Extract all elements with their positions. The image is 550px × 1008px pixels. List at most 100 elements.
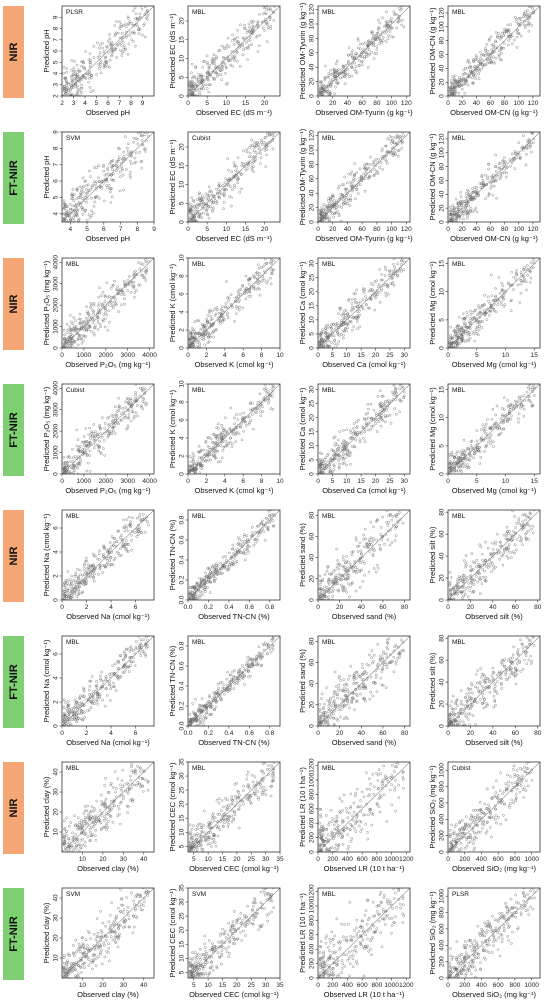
scatter-point [321, 96, 323, 98]
scatter-point [70, 342, 73, 346]
scatter-point [461, 73, 465, 76]
scatter-point [88, 442, 92, 445]
scatter-point [469, 313, 473, 316]
scatter-point [375, 48, 379, 51]
scatter-point [195, 209, 199, 213]
scatter-point [127, 142, 130, 146]
scatter-point [319, 222, 321, 224]
x-tick-label: 3000 [120, 478, 135, 485]
scatter-point [487, 299, 490, 303]
scatter-point [256, 50, 260, 53]
scatter-point [85, 305, 88, 308]
y-tick-label: 20 [309, 288, 316, 296]
scatter-point [346, 326, 350, 330]
scatter-point [73, 329, 76, 333]
y-tick-label: 6 [53, 49, 60, 53]
scatter-point [338, 334, 341, 337]
y-tick-label: 2 [179, 328, 186, 332]
scatter-point [263, 28, 266, 32]
scatter-point [221, 427, 225, 430]
scatter-point [227, 58, 231, 61]
scatter-point [191, 336, 194, 339]
plot-frame [317, 131, 411, 223]
scatter-point [189, 460, 193, 464]
scatter-point [390, 17, 393, 20]
scatter-point [324, 341, 327, 344]
scatter-point [367, 166, 371, 170]
scatter-point [211, 208, 215, 212]
row-label-text: FT-NIR [8, 664, 20, 699]
scatter-point [482, 308, 486, 312]
scatter-point [90, 184, 94, 188]
scatter-point [64, 234, 66, 236]
scatter-point [381, 394, 385, 398]
scatter-point [449, 221, 451, 222]
scatter-point [333, 444, 337, 447]
scatter-point [264, 12, 268, 16]
scatter-point [147, 114, 149, 116]
scatter-point [68, 471, 72, 474]
scatter-points [448, 132, 536, 222]
scatter-point [496, 36, 499, 39]
scatter-point [120, 412, 123, 416]
scatter-point [134, 411, 138, 415]
scatter-point [88, 426, 91, 430]
scatter-point [373, 52, 377, 55]
scatter-point [330, 341, 333, 344]
scatter-point [330, 323, 333, 326]
scatter-point [353, 57, 357, 61]
y-tick-label: 15 [179, 36, 186, 44]
scatter-point [272, 11, 276, 14]
x-tick-label: 6 [106, 100, 110, 107]
scatter-point [363, 189, 367, 193]
scatter-point [270, 132, 272, 133]
scatter-point [64, 464, 68, 468]
scatter-point [256, 263, 260, 267]
scatter-point [228, 194, 231, 198]
scatter-point [188, 81, 192, 85]
scatter-point [532, 258, 535, 262]
scatter-point [393, 148, 397, 152]
scatter-point [470, 70, 474, 74]
scatter-point [257, 266, 261, 270]
scatter-point [255, 407, 259, 411]
scatter-point [231, 64, 235, 68]
scatter-point [397, 269, 400, 273]
scatter-point [92, 89, 95, 92]
scatter-point [517, 17, 521, 20]
scatter-point [209, 325, 213, 328]
scatter-point [97, 295, 101, 299]
scatter-point [114, 413, 117, 417]
scatter-point [386, 37, 390, 40]
x-tick-label: 4 [223, 352, 227, 359]
scatter-point [92, 56, 96, 59]
scatter-point [89, 58, 93, 62]
scatter-point [475, 58, 478, 61]
scatter-point [338, 462, 341, 466]
scatter-point [499, 161, 502, 165]
scatter-point [110, 195, 114, 199]
scatter-point [492, 179, 496, 183]
one-to-one-line [62, 384, 154, 474]
scatter-point [356, 183, 360, 186]
scatter-point [230, 431, 234, 434]
scatter-point [198, 332, 202, 336]
scatter-point [64, 101, 66, 103]
scatter-point [68, 202, 72, 206]
scatter-point [92, 319, 96, 322]
scatter-point [77, 69, 81, 73]
scatter-point [218, 48, 222, 52]
scatter-point [517, 152, 521, 156]
y-tick-label: 15 [179, 162, 186, 170]
scatter-point [207, 72, 210, 75]
scatter-point [132, 271, 136, 275]
y-tick-label: 100 [439, 147, 446, 158]
scatter-point [119, 293, 123, 296]
scatter-point [102, 447, 105, 450]
scatter-point [532, 11, 536, 15]
scatter-point [506, 34, 510, 38]
scatter-point [454, 87, 458, 91]
scatter-point [188, 469, 192, 473]
scatter-point [460, 326, 464, 329]
scatter-point [252, 285, 256, 289]
